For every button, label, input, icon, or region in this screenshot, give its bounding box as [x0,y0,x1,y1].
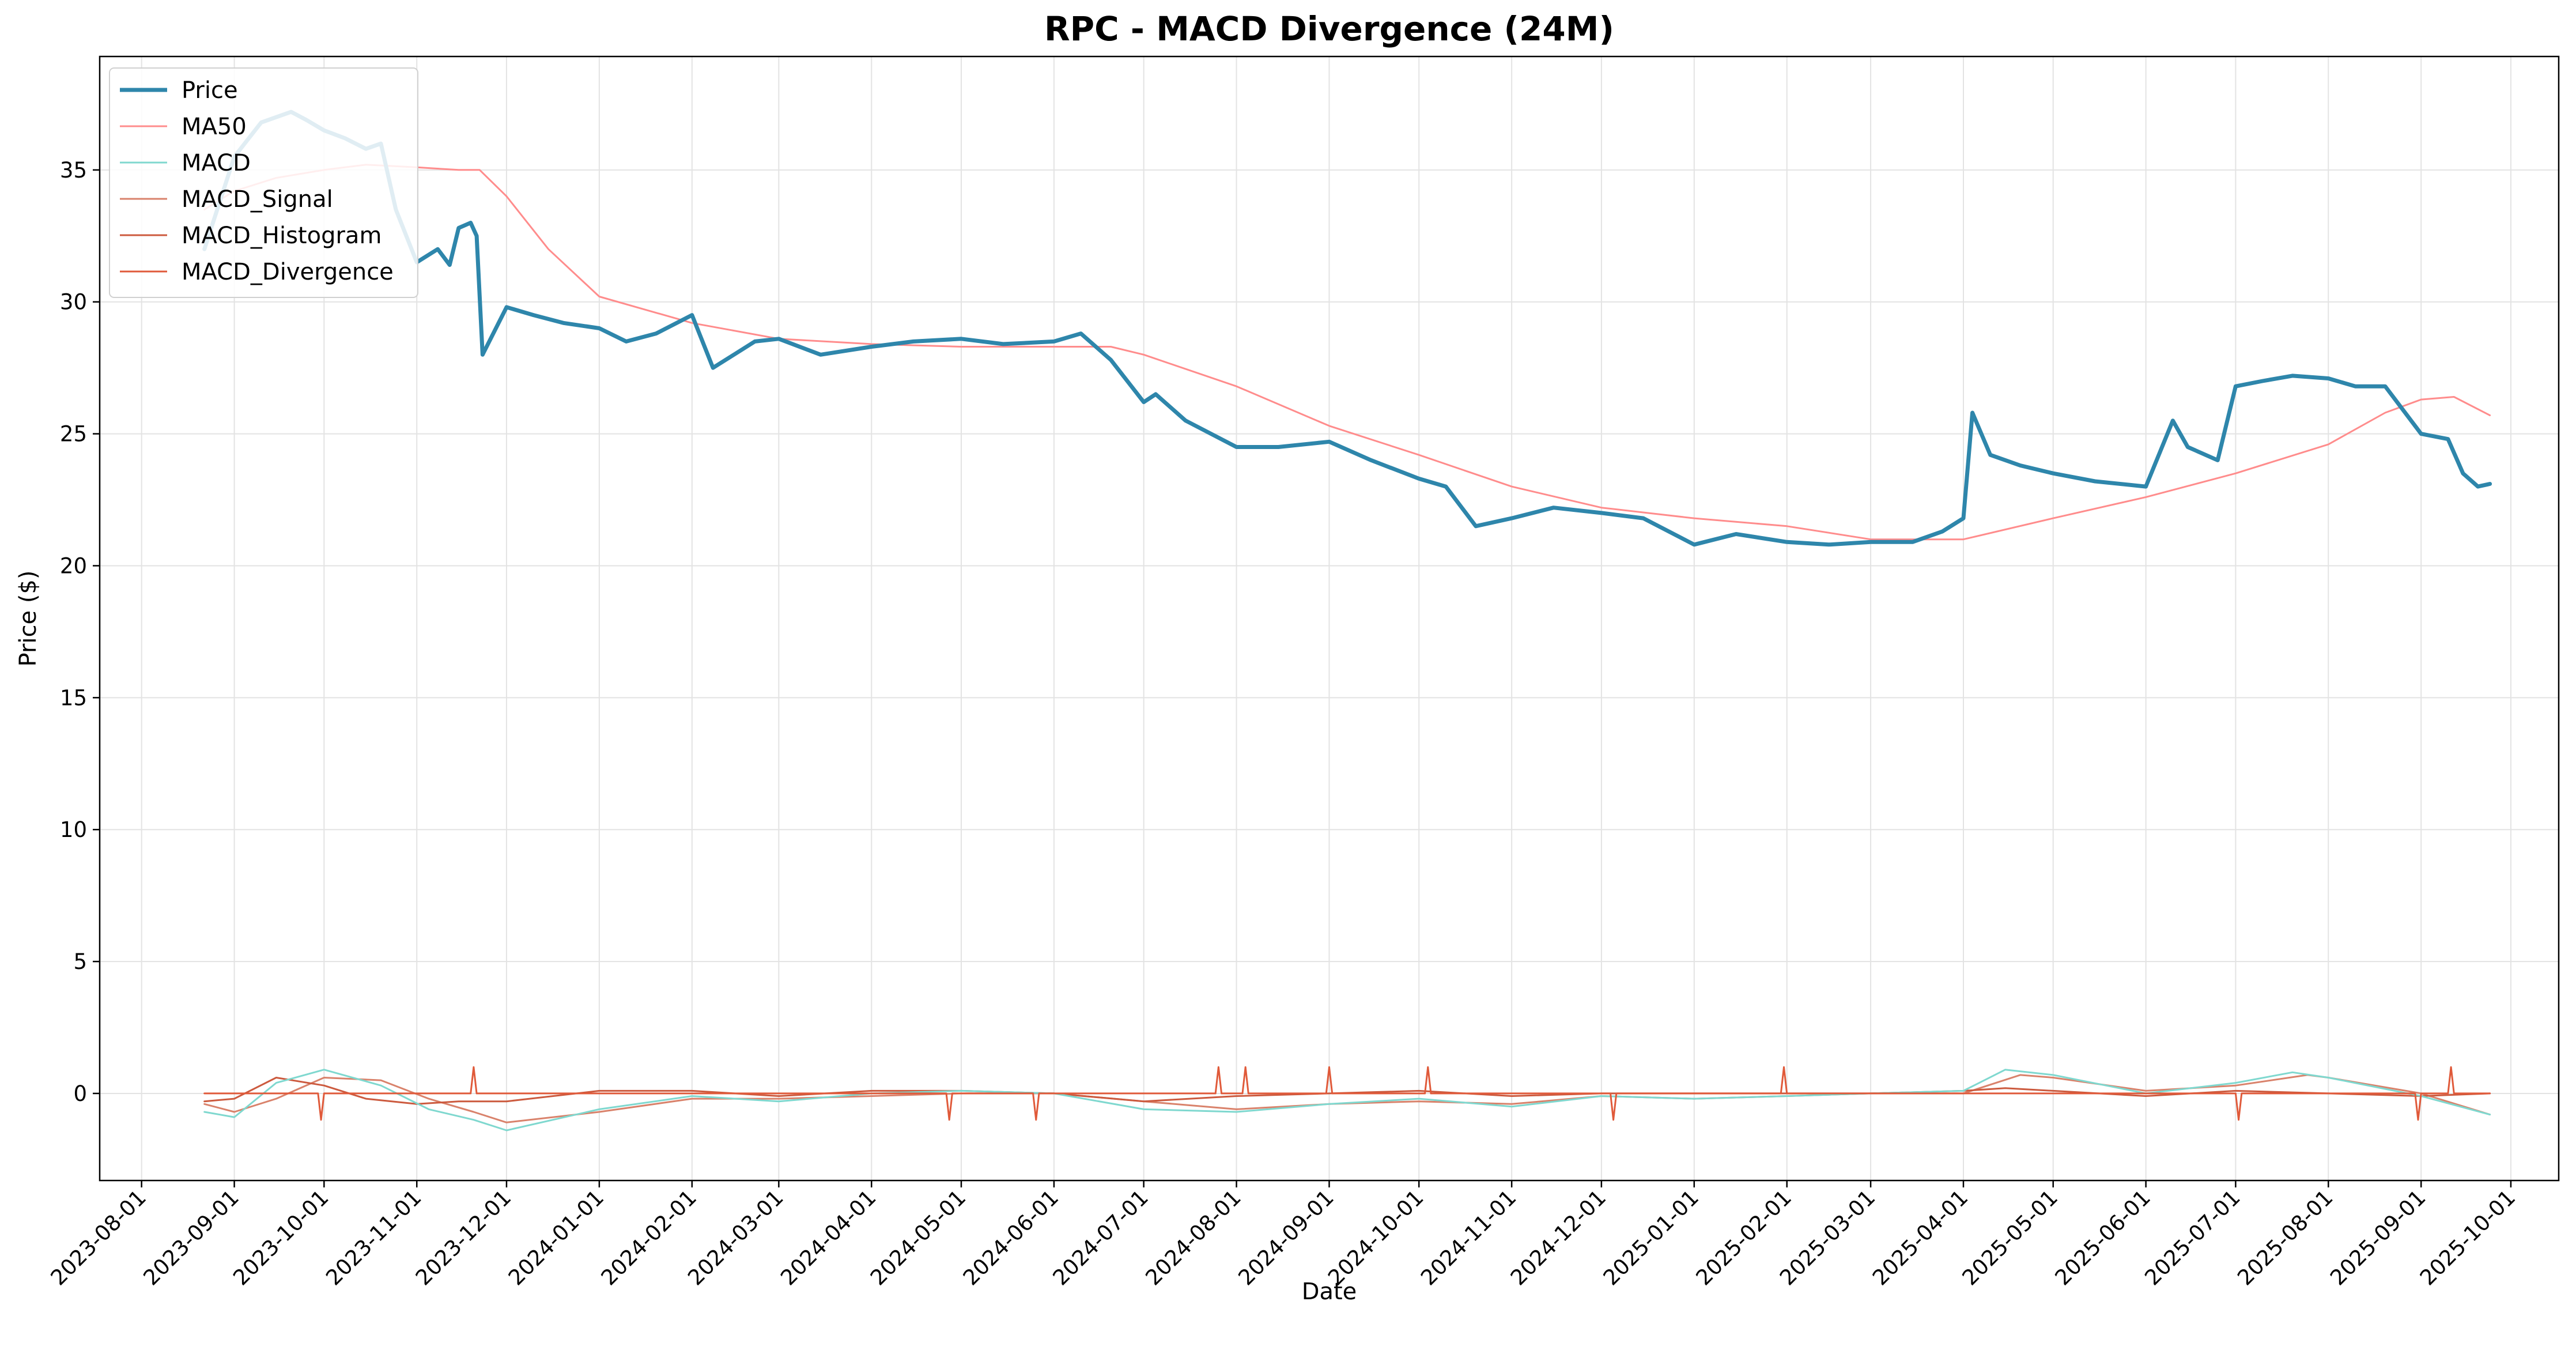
y-tick-label: 30 [60,290,87,315]
y-tick-label: 20 [60,553,87,578]
legend-label: MACD [182,150,251,176]
series-line-ma50 [203,164,2491,541]
legend-label: MA50 [182,114,247,140]
legend-label: MACD_Divergence [182,259,394,285]
series-layer [202,110,2492,1132]
x-axis-title: Date [1302,1279,1357,1305]
y-axis-title: Price ($) [15,571,41,667]
legend-label: MACD_Signal [182,186,333,213]
y-tick-label: 0 [73,1081,87,1106]
chart-title: RPC - MACD Divergence (24M) [1044,9,1614,48]
legend-box [109,67,418,298]
y-tick-label: 5 [73,949,87,974]
series-line-macd [203,1069,2491,1132]
series-line-macd-signal [203,1074,2491,1123]
series-line-price [202,110,2492,547]
y-tick-label: 10 [60,817,87,842]
legend: Price MA50 MACD MACD_Signal MACD_Histogram MA… [109,67,418,298]
series-line-macd-divergence [203,1066,2491,1121]
legend-label: Price [182,77,238,104]
y-tick-label: 25 [60,422,87,447]
y-tick-label: 15 [60,685,87,710]
legend-label: MACD_Histogram [182,222,382,249]
y-tick-label: 35 [60,158,87,183]
